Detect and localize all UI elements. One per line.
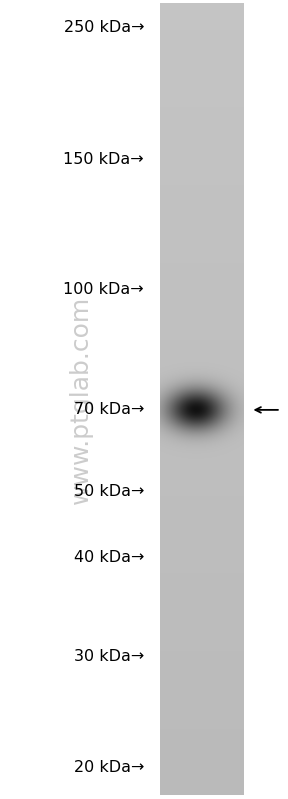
Text: 250 kDa→: 250 kDa→ [63,21,144,35]
Text: 70 kDa→: 70 kDa→ [74,403,144,417]
Text: www.ptglab.com: www.ptglab.com [69,296,93,503]
Text: 100 kDa→: 100 kDa→ [63,282,144,296]
Text: 20 kDa→: 20 kDa→ [74,760,144,774]
Text: 150 kDa→: 150 kDa→ [63,153,144,167]
Text: 30 kDa→: 30 kDa→ [74,650,144,664]
Text: 40 kDa→: 40 kDa→ [74,551,144,565]
Text: 50 kDa→: 50 kDa→ [74,484,144,499]
